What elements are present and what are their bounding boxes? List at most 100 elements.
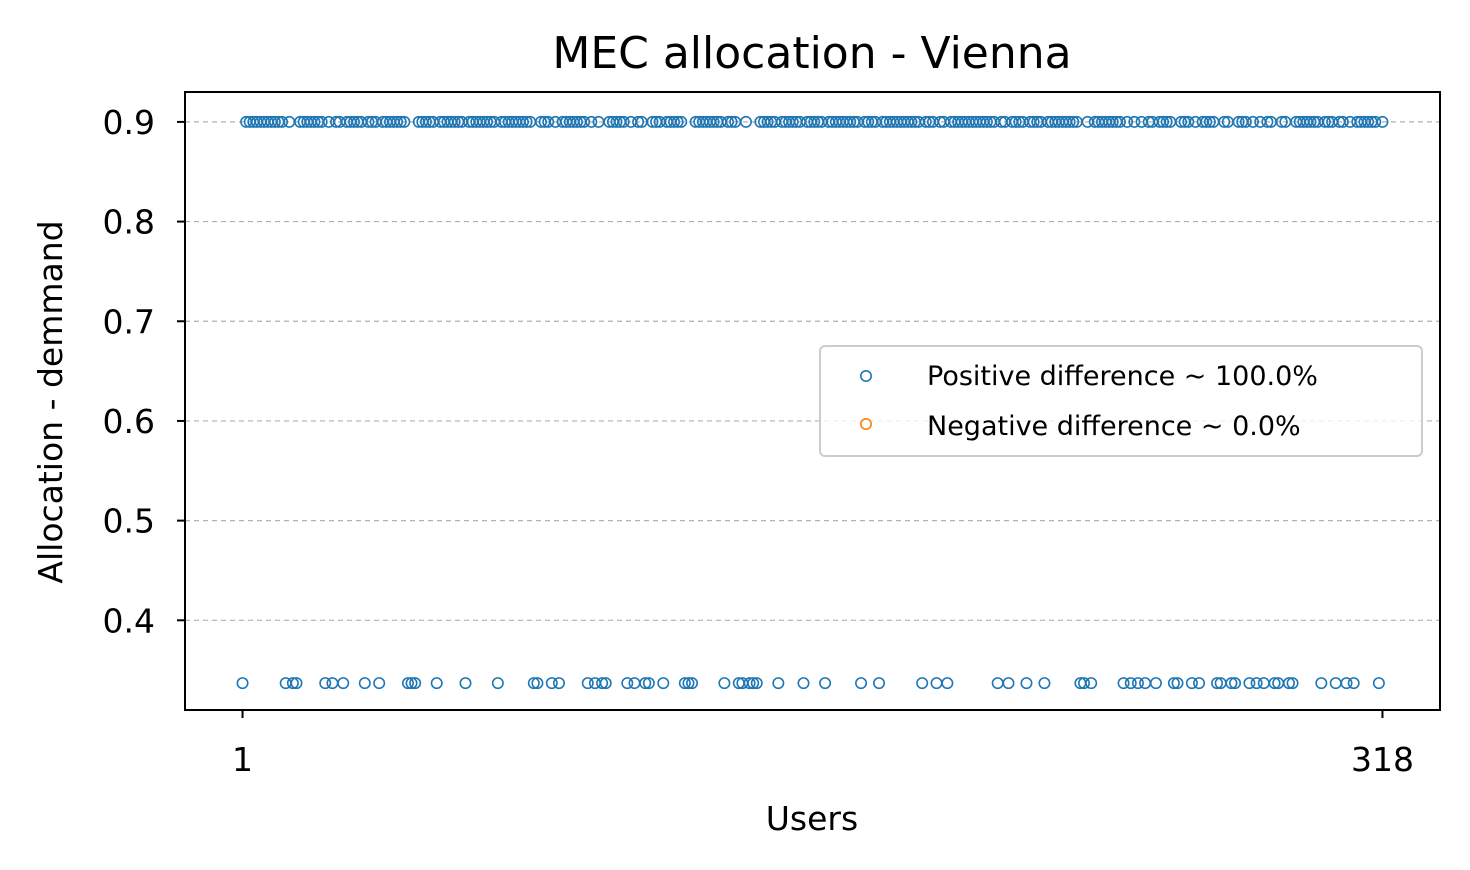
- data-point-low: [1171, 677, 1184, 690]
- data-point-high: [481, 115, 494, 128]
- data-point-low: [581, 677, 594, 690]
- data-point-high: [646, 115, 659, 128]
- data-point-low: [491, 677, 504, 690]
- data-point-low: [1315, 677, 1328, 690]
- x-axis-label: Users: [766, 799, 858, 838]
- data-point-high: [1160, 115, 1173, 128]
- data-point-low: [1372, 677, 1385, 690]
- data-point-low: [1038, 677, 1051, 690]
- data-point-low: [596, 677, 609, 690]
- data-point-high: [1128, 115, 1141, 128]
- data-point-low: [401, 677, 414, 690]
- data-point-low: [531, 677, 544, 690]
- data-point-low: [552, 677, 565, 690]
- data-point-high: [276, 115, 289, 128]
- y-tick-label: 0.6: [103, 402, 155, 441]
- data-point-low: [1193, 677, 1206, 690]
- data-point-high: [1336, 115, 1349, 128]
- data-point-high: [980, 115, 993, 128]
- data-point-high: [1261, 115, 1274, 128]
- y-tick-label: 0.8: [103, 203, 155, 242]
- x-tick-label: 1: [232, 740, 253, 779]
- data-point-low: [545, 677, 558, 690]
- data-point-low: [621, 677, 634, 690]
- data-point-high: [1247, 115, 1260, 128]
- legend: Positive difference ~ 100.0% Negative di…: [819, 345, 1423, 457]
- data-point-high: [448, 115, 461, 128]
- data-point-high: [1009, 115, 1022, 128]
- data-point-low: [337, 677, 350, 690]
- data-point-low: [991, 677, 1004, 690]
- data-point-low: [527, 677, 540, 690]
- data-point-high: [348, 115, 361, 128]
- data-point-low: [930, 677, 943, 690]
- data-point-low: [236, 677, 249, 690]
- plot-frame: [184, 91, 1441, 711]
- data-point-high: [1200, 115, 1213, 128]
- data-point-high: [739, 115, 752, 128]
- data-point-high: [585, 115, 598, 128]
- data-point-high: [844, 115, 857, 128]
- data-point-low: [1185, 677, 1198, 690]
- data-point-low: [373, 677, 386, 690]
- data-point-high: [721, 115, 734, 128]
- chart-title: MEC allocation - Vienna: [552, 28, 1071, 79]
- y-tick-label: 0.4: [103, 601, 155, 640]
- data-point-low: [1286, 677, 1299, 690]
- y-tick-label: 0.9: [103, 103, 155, 142]
- data-point-low: [1347, 677, 1360, 690]
- data-point-high: [391, 115, 404, 128]
- data-point-high: [1369, 115, 1382, 128]
- data-point-high: [268, 115, 281, 128]
- data-point-high: [1157, 115, 1170, 128]
- y-axis-label: Allocation - demmand: [31, 220, 70, 583]
- data-point-low: [1250, 677, 1263, 690]
- data-point-low: [319, 677, 332, 690]
- data-point-low: [678, 677, 691, 690]
- data-point-low: [599, 677, 612, 690]
- data-point-low: [642, 677, 655, 690]
- data-point-low: [743, 677, 756, 690]
- data-point-low: [1329, 677, 1342, 690]
- data-point-low: [772, 677, 785, 690]
- data-point-high: [905, 115, 918, 128]
- data-point-low: [430, 677, 443, 690]
- data-point-low: [1211, 677, 1224, 690]
- data-point-high: [1218, 115, 1231, 128]
- data-point-low: [797, 677, 810, 690]
- data-point-high: [520, 115, 533, 128]
- x-tick-label: 318: [1351, 740, 1414, 779]
- data-point-low: [1131, 677, 1144, 690]
- data-point-high: [707, 115, 720, 128]
- data-point-high: [671, 115, 684, 128]
- data-point-low: [290, 677, 303, 690]
- data-point-high: [675, 115, 688, 128]
- data-point-high: [570, 115, 583, 128]
- data-point-low: [657, 677, 670, 690]
- data-point-high: [1113, 115, 1126, 128]
- data-point-low: [639, 677, 652, 690]
- data-point-high: [1362, 115, 1375, 128]
- legend-marker-negative: [859, 417, 872, 430]
- data-point-high: [632, 115, 645, 128]
- data-point-high: [617, 115, 630, 128]
- data-point-low: [1139, 677, 1152, 690]
- data-point-low: [873, 677, 886, 690]
- data-point-low: [459, 677, 472, 690]
- data-point-low: [686, 677, 699, 690]
- data-point-high: [1275, 115, 1288, 128]
- data-point-low: [358, 677, 371, 690]
- data-point-high: [1376, 115, 1389, 128]
- data-point-high: [542, 115, 555, 128]
- data-point-high: [761, 115, 774, 128]
- data-point-low: [1243, 677, 1256, 690]
- data-point-low: [750, 677, 763, 690]
- data-point-high: [919, 115, 932, 128]
- y-tick-label: 0.5: [103, 502, 155, 541]
- data-point-low: [916, 677, 929, 690]
- data-point-high: [1175, 115, 1188, 128]
- data-point-low: [1020, 677, 1033, 690]
- data-point-high: [1304, 115, 1317, 128]
- data-point-high: [315, 115, 328, 128]
